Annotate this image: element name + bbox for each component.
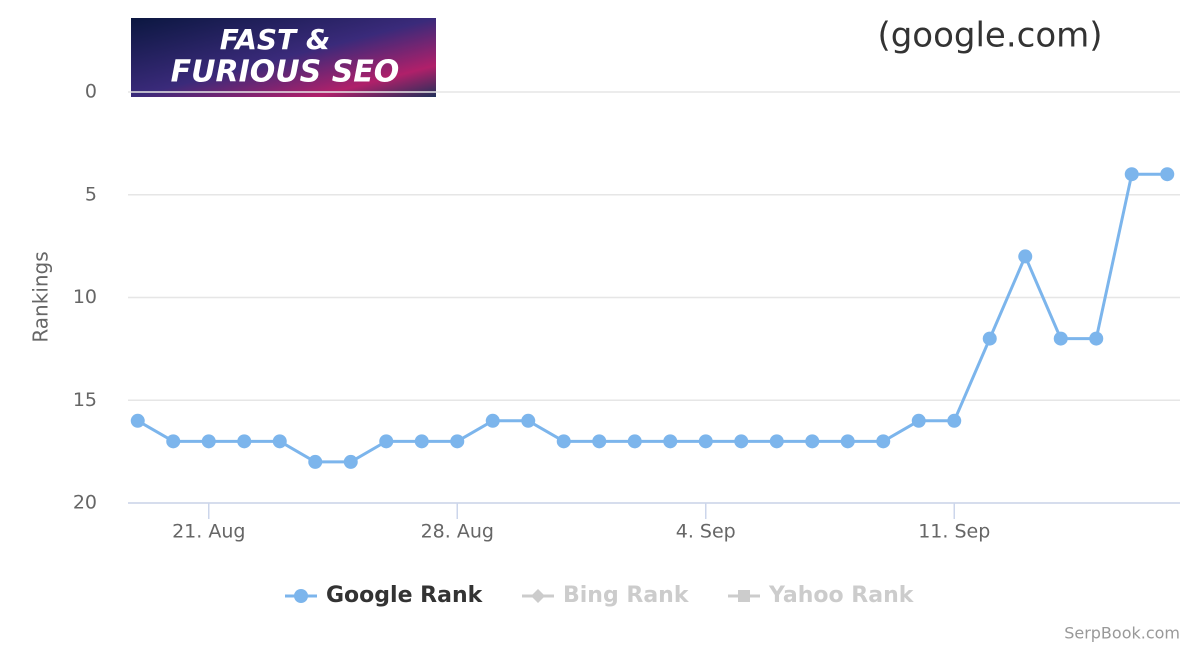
data-point bbox=[982, 331, 997, 346]
credit: SerpBook.com bbox=[1064, 624, 1180, 643]
data-point bbox=[663, 434, 678, 449]
series-line bbox=[136, 172, 1168, 464]
logo-text: FURIOUS SEO bbox=[171, 55, 400, 90]
chart-title: (google.com) bbox=[877, 16, 1102, 56]
data-point bbox=[1018, 249, 1033, 264]
y-tick-label: 15 bbox=[73, 389, 97, 411]
x-tick-label: 11. Sep bbox=[918, 521, 990, 543]
data-point bbox=[840, 434, 855, 449]
data-point bbox=[1160, 167, 1175, 182]
logo-background bbox=[131, 18, 436, 97]
data-point bbox=[414, 434, 429, 449]
data-point bbox=[947, 413, 962, 428]
data-point bbox=[734, 434, 749, 449]
data-point bbox=[1053, 331, 1068, 346]
data-point bbox=[237, 434, 252, 449]
data-point bbox=[485, 413, 500, 428]
data-point bbox=[379, 434, 394, 449]
data-point bbox=[698, 434, 713, 449]
data-point bbox=[343, 454, 358, 469]
legend-item[interactable]: Yahoo Rank bbox=[728, 583, 915, 608]
data-point bbox=[592, 434, 607, 449]
data-point bbox=[166, 434, 181, 449]
data-point bbox=[876, 434, 891, 449]
data-point bbox=[627, 434, 642, 449]
data-point bbox=[911, 413, 926, 428]
y-tick-label: 0 bbox=[85, 81, 97, 103]
y-tick-label: 10 bbox=[73, 286, 97, 308]
data-point bbox=[272, 434, 287, 449]
data-point bbox=[1124, 167, 1139, 182]
legend-item[interactable]: Bing Rank bbox=[522, 583, 690, 608]
data-point bbox=[805, 434, 820, 449]
legend-item[interactable]: Google Rank bbox=[285, 583, 484, 608]
data-point bbox=[201, 434, 216, 449]
logo-text: FAST & bbox=[220, 23, 331, 56]
data-point bbox=[521, 413, 536, 428]
x-tick-label: 4. Sep bbox=[676, 521, 736, 543]
x-tick-label: 21. Aug bbox=[172, 521, 245, 543]
legend-label: Yahoo Rank bbox=[768, 583, 915, 608]
data-point bbox=[1089, 331, 1104, 346]
y-tick-label: 20 bbox=[73, 492, 97, 514]
data-point bbox=[130, 413, 145, 428]
legend-label: Google Rank bbox=[326, 583, 484, 608]
legend-marker bbox=[531, 589, 545, 603]
x-tick-label: 28. Aug bbox=[421, 521, 494, 543]
y-axis-label: Rankings bbox=[29, 251, 53, 342]
data-point bbox=[556, 434, 571, 449]
data-point bbox=[769, 434, 784, 449]
data-point bbox=[450, 434, 465, 449]
legend-marker bbox=[294, 589, 308, 603]
legend-marker bbox=[738, 590, 750, 602]
data-point bbox=[308, 454, 323, 469]
legend-label: Bing Rank bbox=[563, 583, 690, 608]
y-tick-label: 5 bbox=[85, 183, 97, 205]
